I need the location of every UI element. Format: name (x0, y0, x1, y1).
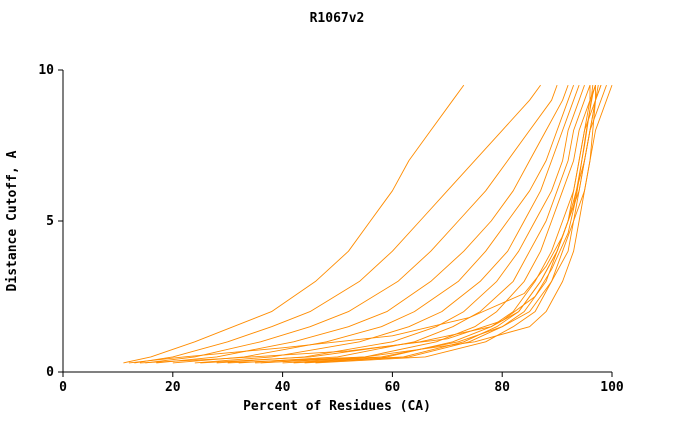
x-tick-label: 0 (59, 380, 67, 395)
model-curve (139, 84, 596, 364)
model-curve (260, 84, 596, 364)
axes: 0 20 40 60 80 100 0 5 10 (38, 63, 624, 395)
y-tick-label: 10 (38, 63, 54, 78)
model-curve (145, 84, 558, 364)
model-curve (134, 84, 541, 364)
model-curve (216, 84, 585, 364)
x-tick-label: 100 (600, 380, 624, 395)
model-curve (227, 85, 596, 364)
model-curve (156, 84, 569, 364)
y-axis-label: Distance Cutoff, A (5, 150, 20, 291)
x-tick-label: 40 (275, 380, 291, 395)
model-curve (282, 84, 602, 364)
model-curve (123, 84, 465, 364)
chart-title: R1067v2 (310, 11, 365, 26)
model-curve (293, 85, 599, 364)
x-axis-label: Percent of Residues (CA) (243, 399, 431, 414)
y-tick-label: 5 (46, 214, 54, 229)
x-tick-label: 60 (385, 380, 401, 395)
model-curve (172, 84, 575, 364)
model-curve (255, 84, 602, 364)
model-curve (238, 84, 591, 364)
x-tick-label: 80 (494, 380, 510, 395)
y-tick-label: 0 (46, 365, 54, 380)
x-tick-label: 20 (165, 380, 181, 395)
model-curve (128, 85, 594, 364)
model-curve (315, 84, 613, 364)
model-curve (200, 85, 591, 364)
model-curve (194, 84, 580, 364)
curves (123, 84, 613, 364)
